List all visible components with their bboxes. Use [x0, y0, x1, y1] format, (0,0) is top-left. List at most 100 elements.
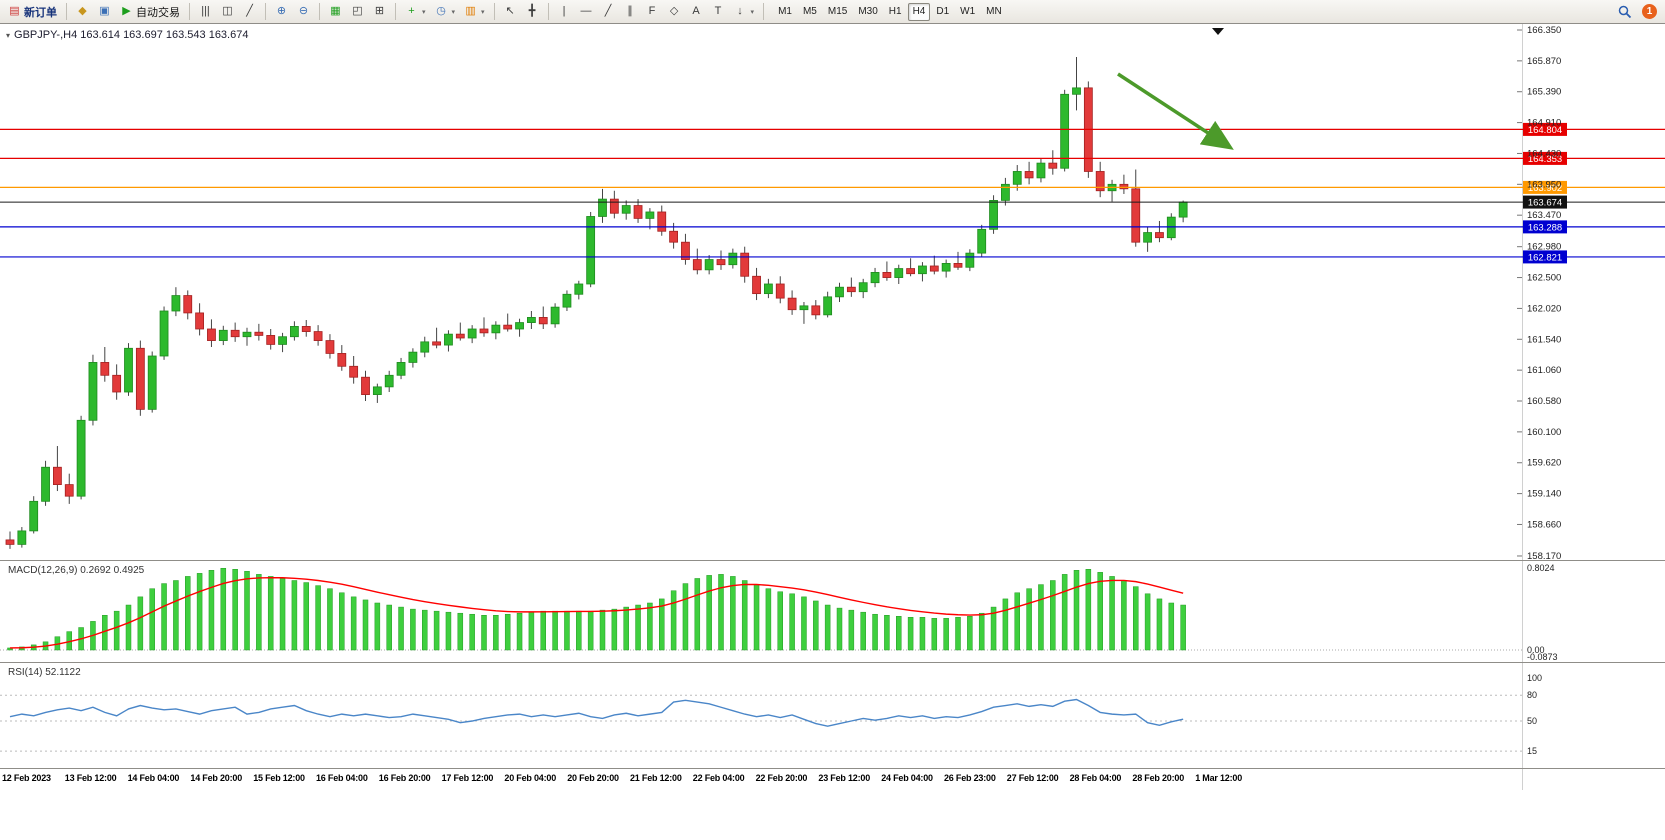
auto-trading-button[interactable]: ▶ 自动交易 [116, 2, 184, 22]
search-button[interactable] [1614, 2, 1636, 22]
search-icon [1618, 5, 1632, 18]
annotation-layer[interactable] [1117, 72, 1234, 150]
vertical-line-icon: | [562, 5, 566, 17]
chevron-down-icon: ▾ [481, 8, 485, 16]
shapes-button[interactable]: ◇ [664, 2, 685, 22]
svg-text:162.020: 162.020 [1527, 303, 1561, 314]
arrows-button[interactable]: ↓ ▾ [730, 2, 759, 22]
time-label: 27 Feb 12:00 [1006, 773, 1059, 783]
channel-icon: ∥ [627, 5, 633, 17]
svg-text:163.902: 163.902 [1528, 183, 1562, 194]
line-chart-button[interactable]: ╱ [239, 2, 260, 22]
chart-title: ▾ GBPJPY-,H4 163.614 163.697 163.543 163… [6, 29, 248, 41]
fibonacci-button[interactable]: F [642, 2, 663, 22]
timeframe-h4[interactable]: H4 [907, 2, 931, 21]
time-label: 28 Feb 20:00 [1132, 773, 1185, 783]
svg-text:164.910: 164.910 [1527, 118, 1561, 129]
chart-window[interactable]: ▾ GBPJPY-,H4 163.614 163.697 163.543 163… [0, 24, 1665, 840]
channel-button[interactable]: ∥ [620, 2, 641, 22]
time-label: 1 Mar 12:00 [1195, 773, 1243, 783]
timeframe-m15[interactable]: M15 [823, 3, 852, 21]
text-label-button[interactable]: T [708, 2, 729, 22]
time-label: 13 Feb 12:00 [64, 773, 117, 783]
zoom-in-icon: ⊕ [276, 5, 287, 17]
clock-icon: ◷ [436, 5, 446, 17]
svg-text:161.060: 161.060 [1527, 365, 1561, 376]
time-label: 15 Feb 12:00 [253, 773, 305, 783]
rsi-label: RSI(14) 52.1122 [8, 667, 81, 678]
cursor-button[interactable]: ↖ [500, 2, 521, 22]
trendline-icon: ╱ [604, 5, 612, 17]
data-window-icon: ▣ [99, 5, 110, 17]
candlestick-chart-icon: ◫ [222, 5, 233, 17]
new-order-icon: ▤ [9, 5, 20, 17]
svg-text:163.470: 163.470 [1527, 210, 1561, 221]
periods-button[interactable]: ◷ ▾ [431, 2, 460, 22]
shapes-icon: ◇ [669, 5, 679, 17]
timeframe-m30[interactable]: M30 [853, 3, 882, 21]
new-chart-button[interactable]: ▦ [325, 2, 346, 22]
svg-text:80: 80 [1527, 690, 1537, 700]
time-axis[interactable]: 12 Feb 2023 13 Feb 12:00 14 Feb 04:00 14 Fe… [0, 768, 1665, 791]
zoom-out-button[interactable]: ⊖ [293, 2, 314, 22]
trendline-button[interactable]: ╱ [598, 2, 619, 22]
toolbar-separator [189, 3, 190, 20]
chevron-down-icon: ▾ [451, 8, 456, 16]
market-watch-button[interactable]: ◆ [72, 2, 93, 22]
data-window-button[interactable]: ▣ [94, 2, 115, 22]
timeframe-h1[interactable]: H1 [884, 3, 907, 21]
time-label: 12 Feb 2023 [2, 773, 51, 783]
toolbar-separator [319, 3, 320, 20]
crosshair-button[interactable]: ╋ [522, 2, 543, 22]
candlestick-chart-button[interactable]: ◫ [217, 2, 238, 22]
rsi-panel[interactable]: 100 80 50 15 [0, 662, 1665, 768]
bar-chart-button[interactable]: ||| [195, 2, 216, 22]
timeframe-w1[interactable]: W1 [955, 3, 980, 21]
time-label: 17 Feb 12:00 [441, 773, 494, 783]
new-order-button[interactable]: ▤ 新订单 [4, 2, 61, 22]
text-button[interactable]: A [686, 2, 707, 22]
cascade-windows-button[interactable]: ⊞ [369, 2, 390, 22]
text-icon: A [692, 5, 700, 17]
zoom-out-icon: ⊖ [298, 5, 309, 17]
bar-chart-icon: ||| [201, 5, 210, 17]
timeframe-m1[interactable]: M1 [773, 3, 797, 21]
svg-text:100: 100 [1527, 673, 1542, 683]
new-chart-icon: ▦ [330, 5, 341, 17]
fibonacci-icon: F [648, 5, 656, 17]
timeframe-d1[interactable]: D1 [931, 3, 954, 21]
collapse-icon[interactable]: ▾ [6, 30, 11, 40]
svg-text:162.980: 162.980 [1527, 242, 1561, 253]
templates-button[interactable]: ▥ ▾ [460, 2, 489, 22]
timeframe-toolbar: M1 M5 M15 M30 H1 H4 D1 W1 MN [773, 2, 1007, 21]
timeframe-mn[interactable]: MN [981, 3, 1007, 21]
tile-windows-button[interactable]: ◰ [347, 2, 368, 22]
bottom-margin [0, 791, 1665, 840]
svg-text:15: 15 [1527, 746, 1537, 756]
line-chart-icon: ╱ [246, 5, 253, 17]
time-label: 24 Feb 04:00 [881, 773, 933, 783]
macd-panel[interactable]: 0.8024 0.00-0.0873 [0, 560, 1665, 662]
vertical-line-button[interactable]: | [554, 2, 575, 22]
text-label-icon: T [714, 5, 722, 17]
symbol-ohlc-text: GBPJPY-,H4 163.614 163.697 163.543 163.6… [14, 29, 249, 41]
svg-text:0.8024: 0.8024 [1527, 563, 1555, 573]
indicators-button[interactable]: + ▾ [401, 2, 430, 22]
tile-windows-icon: ◰ [352, 5, 363, 17]
svg-text:164.353: 164.353 [1528, 154, 1562, 165]
timeframe-m5[interactable]: M5 [798, 3, 822, 21]
time-label: 22 Feb 04:00 [692, 773, 745, 783]
indicators-plus-icon: + [408, 5, 415, 17]
time-label: 22 Feb 20:00 [755, 773, 808, 783]
notification-badge[interactable]: 1 [1642, 4, 1657, 19]
toolbar-separator [493, 3, 495, 20]
toolbar-separator [66, 3, 67, 20]
price-chart[interactable]: 164.804 164.353 163.902 163.288 162.821 163.6… [0, 24, 1665, 560]
time-label: 28 Feb 04:00 [1069, 773, 1122, 783]
horizontal-line-button[interactable]: — [576, 2, 597, 22]
toolbar-separator [547, 3, 549, 20]
horizontal-lines-layer[interactable]: 164.804 164.353 163.902 163.288 162.821 163.6… [0, 122, 1665, 264]
auto-trading-play-icon: ▶ [122, 5, 131, 17]
zoom-in-button[interactable]: ⊕ [271, 2, 292, 22]
toolbar-separator [265, 3, 266, 20]
